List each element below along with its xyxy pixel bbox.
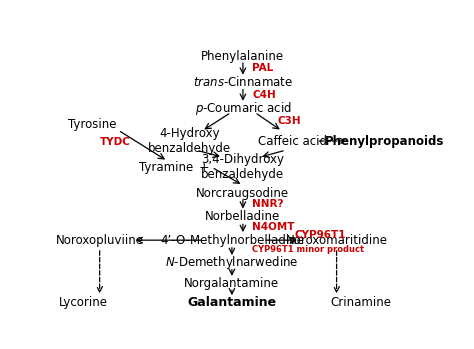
Text: Norbelladine: Norbelladine <box>205 210 281 223</box>
Text: Galantamine: Galantamine <box>187 296 276 309</box>
Text: PAL: PAL <box>252 64 273 74</box>
Text: Lycorine: Lycorine <box>59 296 108 309</box>
Text: $\it{p}$-Coumaric acid: $\it{p}$-Coumaric acid <box>194 100 292 117</box>
Text: Norgalantamine: Norgalantamine <box>184 277 280 290</box>
Text: CYP96T1 minor product: CYP96T1 minor product <box>252 245 364 254</box>
Text: TYDC: TYDC <box>100 137 130 147</box>
Text: Caffeic acid: Caffeic acid <box>258 134 327 148</box>
Text: Noroxomaritidine: Noroxomaritidine <box>286 234 388 247</box>
Text: C4H: C4H <box>252 90 276 99</box>
Text: Norcraugsodine: Norcraugsodine <box>196 187 290 200</box>
Text: Phenylalanine: Phenylalanine <box>201 50 284 63</box>
Text: +: + <box>199 161 210 173</box>
Text: Tyramine: Tyramine <box>139 161 193 173</box>
Text: Tyrosine: Tyrosine <box>68 118 117 131</box>
Text: 4’-O-Methylnorbelladine: 4’-O-Methylnorbelladine <box>160 234 304 247</box>
Text: $\it{N}$-Demethylnarwedine: $\it{N}$-Demethylnarwedine <box>165 254 299 271</box>
Text: Crinamine: Crinamine <box>330 296 391 309</box>
Text: Phenylpropanoids: Phenylpropanoids <box>325 134 444 148</box>
Text: CYP96T1: CYP96T1 <box>294 230 346 240</box>
Text: $\it{trans}$-Cinnamate: $\it{trans}$-Cinnamate <box>193 75 293 89</box>
Text: N4OMT: N4OMT <box>252 222 295 232</box>
Text: NNR?: NNR? <box>252 199 283 209</box>
Text: 3,4-Dihydroxy
benzaldehyde: 3,4-Dihydroxy benzaldehyde <box>201 153 284 181</box>
Text: C3H: C3H <box>278 116 301 126</box>
Text: Noroxopluviine: Noroxopluviine <box>55 234 144 247</box>
Text: 4-Hydroxy
benzaldehyde: 4-Hydroxy benzaldehyde <box>148 127 231 155</box>
